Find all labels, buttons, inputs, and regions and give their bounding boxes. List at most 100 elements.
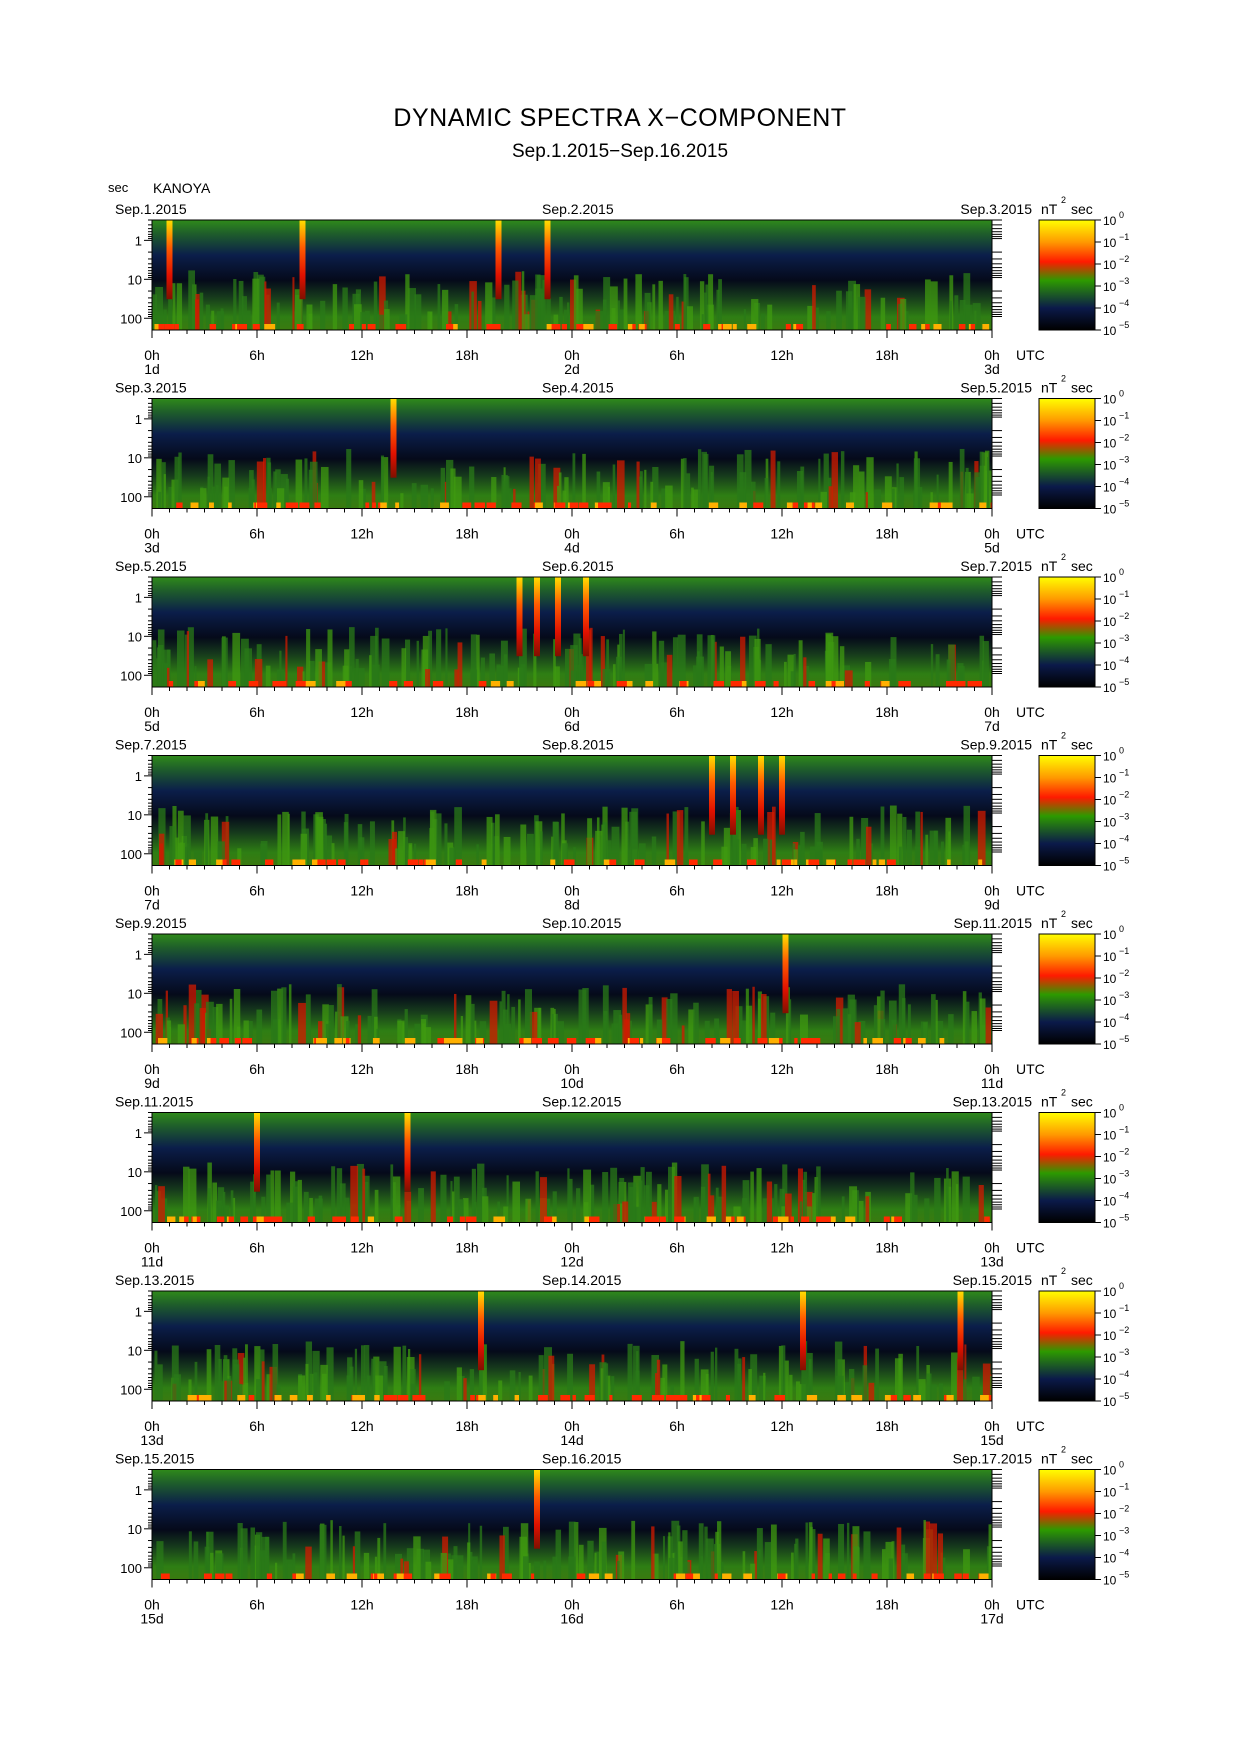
activity-streak <box>543 1560 547 1580</box>
activity-hot-spot <box>478 1395 486 1401</box>
colorbar-unit-suffix: sec <box>1071 915 1093 931</box>
x-tick-label: 18h <box>455 526 478 542</box>
activity-hot-spot <box>720 1038 731 1044</box>
activity-streak <box>256 461 265 509</box>
activity-streak <box>570 670 577 687</box>
activity-streak <box>501 990 506 1044</box>
activity-hot-spot <box>807 502 812 509</box>
activity-streak <box>535 274 541 330</box>
x-tick-label: 0h <box>984 1418 1000 1434</box>
activity-streak <box>795 1538 799 1580</box>
activity-streak <box>295 459 303 509</box>
activity-hot-spot <box>338 859 346 866</box>
activity-streak <box>205 304 210 330</box>
colorbar-unit-exponent: 2 <box>1061 374 1066 384</box>
activity-hot-spot <box>437 1038 444 1044</box>
activity-streak <box>233 279 237 330</box>
activity-streak <box>963 805 971 866</box>
activity-streak <box>504 284 510 330</box>
page-title: DYNAMIC SPECTRA X−COMPONENT <box>393 104 847 132</box>
activity-streak <box>793 653 796 687</box>
activity-streak <box>816 307 819 330</box>
activity-streak <box>935 999 938 1044</box>
activity-streak <box>220 308 224 330</box>
activity-hot-spot <box>345 1038 350 1044</box>
colorbar-tick-label: 10 <box>1103 214 1117 228</box>
activity-streak <box>914 846 921 866</box>
activity-streak <box>298 1002 307 1044</box>
colorbar-tick-label: 10 <box>1103 1129 1117 1143</box>
colorbar-tick-exponent: −3 <box>1119 633 1129 643</box>
pulsation-event <box>534 1469 540 1549</box>
activity-streak <box>898 1353 903 1401</box>
activity-streak <box>797 845 802 866</box>
activity-streak <box>686 473 691 509</box>
activity-streak <box>611 826 620 866</box>
activity-streak <box>788 999 792 1044</box>
activity-streak <box>273 471 277 509</box>
activity-streak <box>276 488 285 509</box>
activity-hot-spot <box>403 1573 407 1580</box>
activity-streak <box>651 1526 655 1580</box>
activity-streak <box>450 1181 453 1223</box>
activity-hot-spot <box>633 1395 642 1401</box>
x-unit-label: UTC <box>1016 1061 1045 1077</box>
activity-streak <box>795 1381 800 1401</box>
activity-streak <box>774 1184 778 1223</box>
colorbar-ramp <box>1038 398 1096 509</box>
panel-6: Sep.11.2015 Sep.12.2015 Sep.13.20151101000… <box>115 1088 1129 1270</box>
activity-streak <box>674 1176 682 1223</box>
day-start-label: 11d <box>141 1254 163 1270</box>
x-tick-label: 0h <box>144 1597 160 1613</box>
day-mid-label: 2d <box>564 361 580 377</box>
activity-streak <box>607 486 610 509</box>
colorbar-tick-label: 10 <box>1103 1307 1117 1321</box>
activity-streak <box>497 1201 501 1223</box>
activity-streak <box>507 488 512 509</box>
pulsation-event <box>583 577 589 657</box>
activity-hot-spot <box>299 502 310 509</box>
activity-streak <box>915 811 921 866</box>
colorbar-tick-exponent: −4 <box>1119 1548 1129 1558</box>
colorbar-tick-exponent: 0 <box>1119 210 1124 220</box>
activity-streak <box>583 1169 592 1223</box>
activity-streak <box>355 1024 360 1044</box>
activity-streak <box>270 1170 275 1223</box>
activity-streak <box>858 471 865 509</box>
activity-hot-spot <box>289 1395 298 1401</box>
activity-streak <box>529 1011 538 1044</box>
activity-streak <box>240 1528 248 1580</box>
activity-hot-spot <box>627 324 633 330</box>
activity-streak <box>652 631 657 687</box>
activity-streak <box>478 1342 483 1401</box>
activity-streak <box>964 1001 970 1044</box>
activity-streak <box>446 459 454 509</box>
activity-streak <box>693 1002 699 1044</box>
x-tick-label: 12h <box>770 1061 793 1077</box>
pulsation-event <box>957 1291 964 1371</box>
activity-streak <box>327 629 333 687</box>
activity-streak <box>245 1344 248 1401</box>
colorbar-tick-exponent: −1 <box>1119 411 1129 421</box>
activity-streak <box>266 1174 271 1223</box>
x-tick-label: 0h <box>144 1240 160 1256</box>
colorbar-tick-exponent: −1 <box>1119 1125 1129 1135</box>
activity-hot-spot <box>925 324 930 330</box>
activity-hot-spot <box>864 681 870 687</box>
activity-streak <box>414 1023 421 1044</box>
activity-streak <box>156 458 162 509</box>
activity-streak <box>216 311 225 330</box>
activity-hot-spot <box>389 1395 397 1401</box>
activity-streak <box>165 990 168 1044</box>
activity-streak <box>370 635 378 687</box>
x-tick-label: 18h <box>455 1240 478 1256</box>
activity-hot-spot <box>725 1216 732 1223</box>
activity-streak <box>741 843 747 866</box>
activity-hot-spot <box>739 502 747 509</box>
activity-streak <box>668 1557 676 1580</box>
activity-streak <box>440 467 446 509</box>
colorbar-unit-suffix: sec <box>1071 201 1093 217</box>
activity-streak <box>753 838 758 866</box>
activity-hot-spot <box>902 681 911 687</box>
activity-streak <box>553 467 561 509</box>
